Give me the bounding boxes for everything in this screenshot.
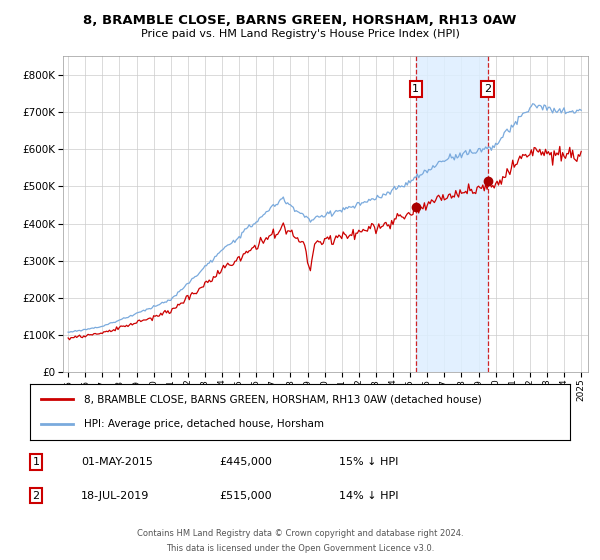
Text: 2: 2 xyxy=(484,84,491,94)
Text: £445,000: £445,000 xyxy=(219,457,272,467)
Text: 01-MAY-2015: 01-MAY-2015 xyxy=(81,457,153,467)
Text: 8, BRAMBLE CLOSE, BARNS GREEN, HORSHAM, RH13 0AW (detached house): 8, BRAMBLE CLOSE, BARNS GREEN, HORSHAM, … xyxy=(84,394,482,404)
Text: 2: 2 xyxy=(32,491,40,501)
Text: 1: 1 xyxy=(32,457,40,467)
Text: This data is licensed under the Open Government Licence v3.0.: This data is licensed under the Open Gov… xyxy=(166,544,434,553)
Text: Price paid vs. HM Land Registry's House Price Index (HPI): Price paid vs. HM Land Registry's House … xyxy=(140,29,460,39)
Text: 1: 1 xyxy=(412,84,419,94)
Bar xyxy=(416,56,488,372)
Text: 14% ↓ HPI: 14% ↓ HPI xyxy=(339,491,398,501)
Text: £515,000: £515,000 xyxy=(219,491,272,501)
Text: Contains HM Land Registry data © Crown copyright and database right 2024.: Contains HM Land Registry data © Crown c… xyxy=(137,529,463,538)
Text: HPI: Average price, detached house, Horsham: HPI: Average price, detached house, Hors… xyxy=(84,419,324,429)
Text: 18-JUL-2019: 18-JUL-2019 xyxy=(81,491,149,501)
Text: 8, BRAMBLE CLOSE, BARNS GREEN, HORSHAM, RH13 0AW: 8, BRAMBLE CLOSE, BARNS GREEN, HORSHAM, … xyxy=(83,14,517,27)
Text: 15% ↓ HPI: 15% ↓ HPI xyxy=(339,457,398,467)
